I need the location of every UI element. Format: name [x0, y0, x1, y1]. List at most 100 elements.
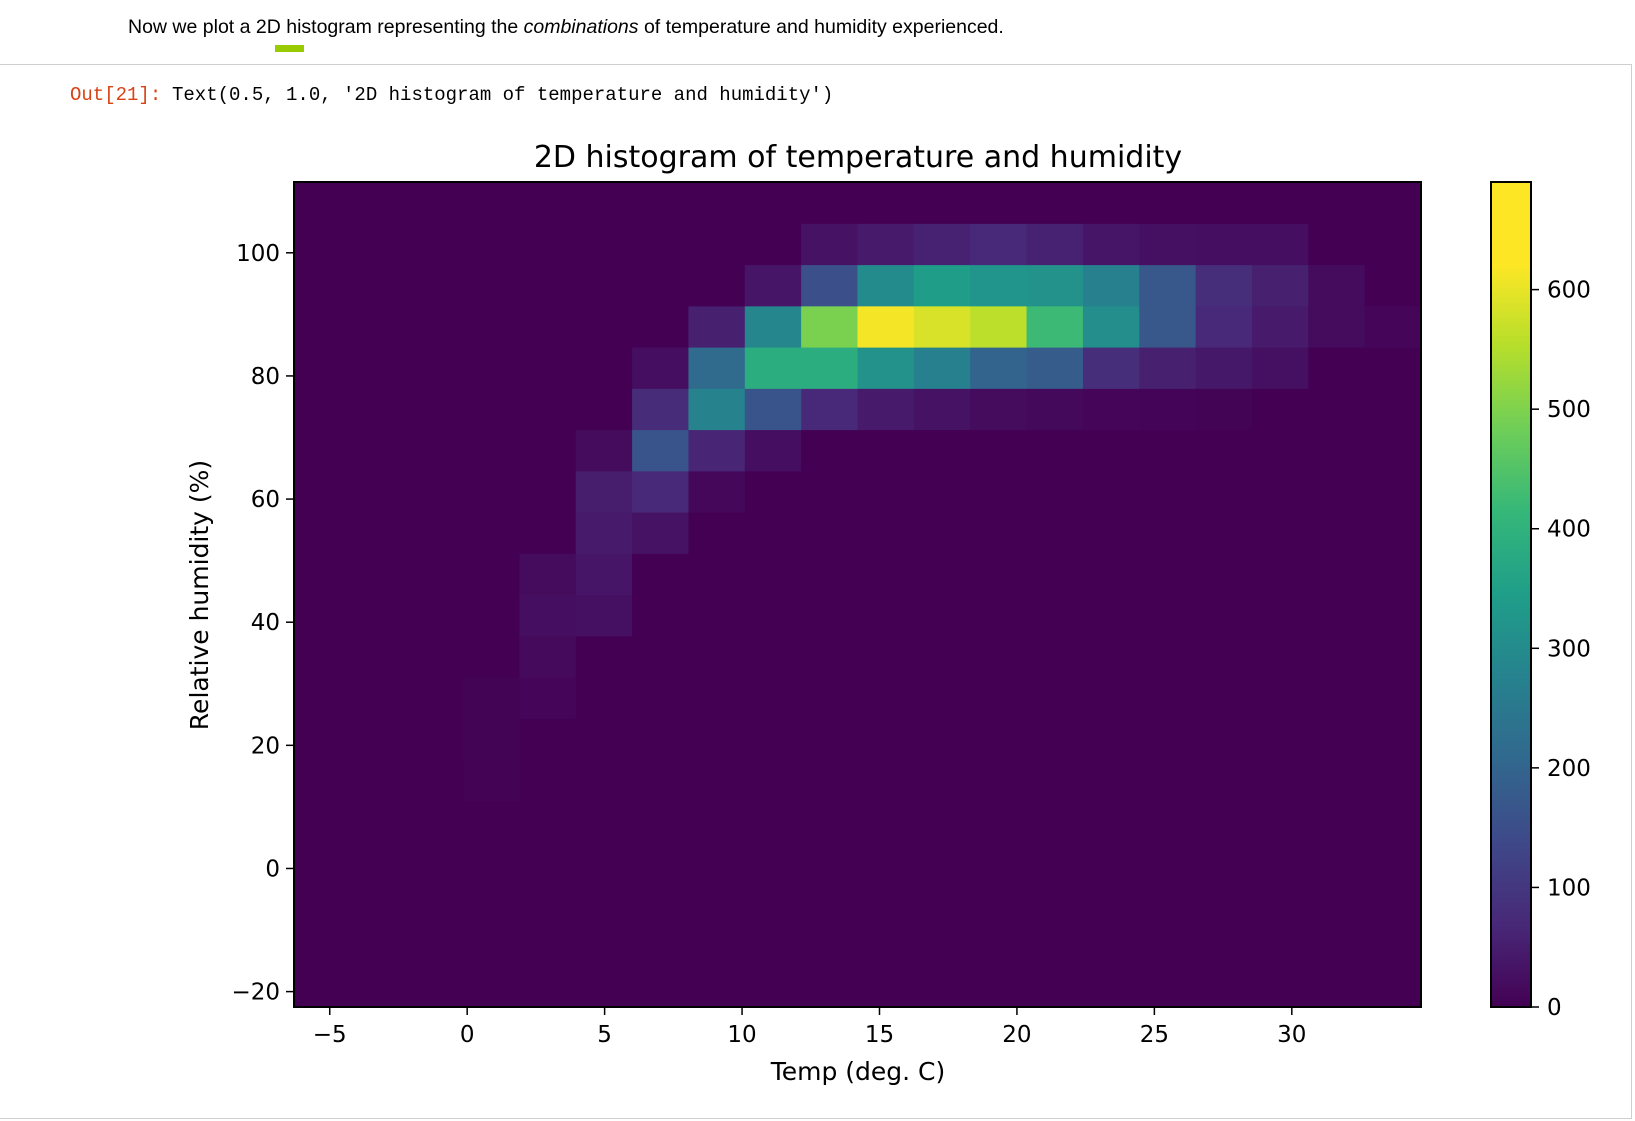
heatmap-cell [857, 677, 915, 719]
y-tick-label: 40 [251, 610, 280, 636]
heatmap-cell [970, 429, 1028, 472]
heatmap-cell [801, 718, 859, 761]
heatmap-cell [801, 553, 859, 596]
heatmap-cell [575, 264, 633, 307]
heatmap-cell [632, 594, 690, 637]
heatmap-cell [744, 965, 802, 1008]
heatmap-cell [970, 347, 1028, 389]
heatmap-cell [913, 264, 971, 307]
heatmap-cell [1195, 223, 1253, 266]
heatmap-cell [632, 470, 690, 513]
heatmap-cell [1195, 512, 1253, 554]
heatmap-cell [1026, 759, 1084, 802]
heatmap-cell [632, 924, 690, 967]
heatmap-cell [632, 429, 690, 472]
heatmap-cell [463, 223, 520, 266]
heatmap-cell [1308, 883, 1366, 926]
heatmap-cell [688, 800, 746, 843]
heatmap-cell [1364, 800, 1422, 843]
heatmap-cell [463, 264, 520, 307]
heatmap-cell [350, 388, 408, 431]
heatmap-cell [857, 223, 915, 266]
heatmap-cell [350, 759, 408, 802]
heatmap-cell [294, 800, 351, 843]
heatmap-cell [1308, 223, 1366, 266]
heatmap-cell [1251, 223, 1309, 266]
plot-frame [293, 181, 1422, 1008]
heatmap-cell [1251, 883, 1309, 926]
heatmap-cell [294, 512, 351, 554]
colorbar [1490, 181, 1532, 1008]
heatmap-cell [632, 800, 690, 843]
heatmap-cell [801, 305, 859, 348]
heatmap-cell [857, 470, 915, 513]
heatmap-cell [801, 677, 859, 719]
heatmap-cell [463, 965, 520, 1008]
x-tick-label: 5 [597, 1022, 612, 1048]
markdown-text-before: Now we plot a 2D histogram representing … [128, 16, 524, 38]
colorbar-tick-label: 400 [1547, 517, 1591, 543]
heatmap-cell [1364, 677, 1422, 719]
heatmap-cell [1308, 429, 1366, 472]
heatmap-cell [1082, 924, 1140, 967]
heatmap-cell [1364, 842, 1422, 884]
heatmap-cell [463, 800, 520, 843]
heatmap-cell [970, 965, 1028, 1008]
heatmap-cell [801, 388, 859, 431]
heatmap-cell [463, 924, 520, 967]
heatmap-cell [1364, 512, 1422, 554]
heatmap-cell [1026, 388, 1084, 431]
heatmap-cell [1082, 429, 1140, 472]
heatmap-cell [463, 553, 520, 596]
heatmap-cell [463, 594, 520, 637]
heatmap-cell [1251, 759, 1309, 802]
heatmap-cell [1364, 759, 1422, 802]
heatmap-cell [575, 553, 633, 596]
heatmap-cell [1082, 800, 1140, 843]
heatmap-cell [463, 635, 520, 678]
heatmap-cell [1195, 842, 1253, 884]
heatmap-cell [744, 429, 802, 472]
heatmap-cell [1139, 718, 1197, 761]
heatmap-cell [744, 347, 802, 389]
heatmap-cell [857, 264, 915, 307]
heatmap-cell [1308, 800, 1366, 843]
heatmap-cell [913, 429, 971, 472]
heatmap-cell [1195, 264, 1253, 307]
heatmap-cell [1308, 635, 1366, 678]
heatmap-cell [406, 594, 464, 637]
heatmap-cell [1139, 965, 1197, 1008]
heatmap-cell [1364, 553, 1422, 596]
heatmap-cell [1308, 718, 1366, 761]
heatmap-cell [1082, 677, 1140, 719]
heatmap-cell [1026, 594, 1084, 637]
heatmap-cell [970, 594, 1028, 637]
heatmap-cell [294, 347, 351, 389]
heatmap-cell [350, 635, 408, 678]
heatmap-cell [1139, 305, 1197, 348]
heatmap-cell [801, 429, 859, 472]
heatmap-cell [688, 429, 746, 472]
output-cell[interactable] [0, 64, 1632, 1119]
heatmap-cell [913, 718, 971, 761]
heatmap-cell [1364, 883, 1422, 926]
heatmap-cell [1251, 305, 1309, 348]
heatmap-cell [575, 965, 633, 1008]
heatmap-cell [463, 842, 520, 884]
heatmap-cell [970, 223, 1028, 266]
heatmap-cell [688, 635, 746, 678]
heatmap-cell [632, 182, 690, 224]
heatmap-cell [857, 347, 915, 389]
heatmap-cell [1026, 718, 1084, 761]
heatmap-cell [744, 842, 802, 884]
heatmap-cell [632, 965, 690, 1008]
heatmap-cell [1026, 470, 1084, 513]
heatmap-cell [350, 470, 408, 513]
heatmap-cell [1308, 759, 1366, 802]
heatmap-cell [1026, 264, 1084, 307]
heatmap-cell [1364, 470, 1422, 513]
heatmap-cell [688, 264, 746, 307]
heatmap-cell [744, 635, 802, 678]
heatmap-cell [744, 512, 802, 554]
